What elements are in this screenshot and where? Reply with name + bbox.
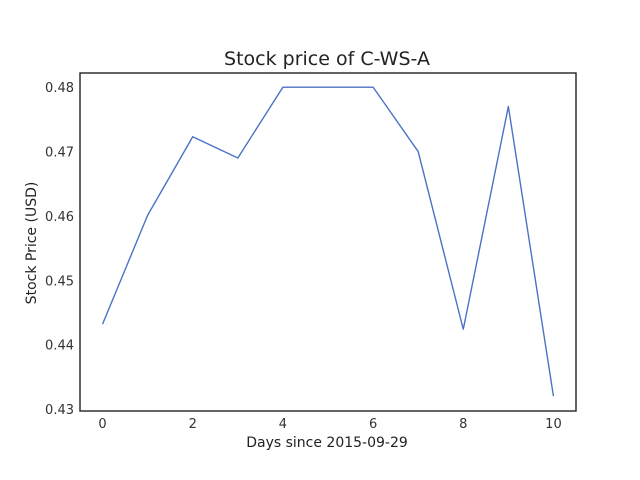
chart-title: Stock price of C-WS-A: [224, 48, 430, 70]
y-tick-label: 0.44: [45, 339, 74, 354]
x-tick-label: 6: [369, 417, 377, 432]
plot-frame: [79, 72, 577, 412]
x-tick-label: 0: [98, 417, 106, 432]
x-axis-label: Days since 2015-09-29: [246, 435, 408, 451]
x-tick-label: 8: [459, 417, 467, 432]
y-axis-label: Stock Price (USD): [24, 182, 40, 305]
x-tick-label: 4: [279, 417, 287, 432]
y-tick-label: 0.43: [45, 403, 74, 418]
plot-area: [79, 72, 577, 412]
y-tick-label: 0.46: [45, 210, 74, 225]
y-axis: 0.43 0.44 0.45 0.46 0.47 0.48: [45, 81, 74, 418]
y-tick-label: 0.47: [45, 146, 74, 161]
x-tick-label: 10: [545, 417, 562, 432]
y-tick-label: 0.48: [45, 81, 74, 96]
series-line-0: [101, 86, 555, 397]
y-tick-label: 0.45: [45, 274, 74, 289]
x-axis: 0 2 4 6 8 10: [98, 417, 561, 432]
x-tick-label: 2: [189, 417, 197, 432]
